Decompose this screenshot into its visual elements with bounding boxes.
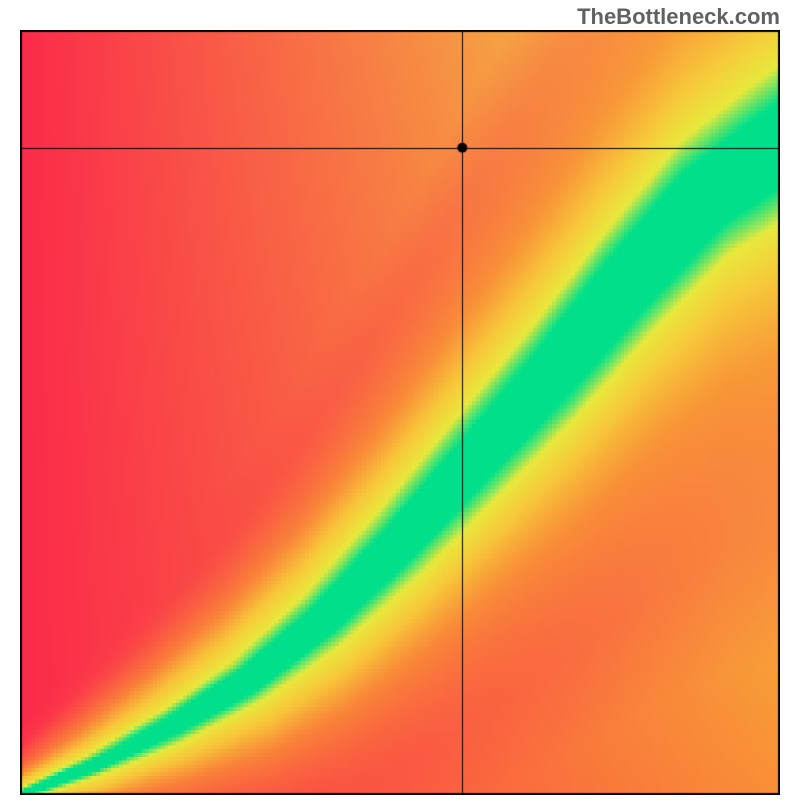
chart-container: TheBottleneck.com — [0, 0, 800, 800]
chart-overlay — [20, 30, 780, 795]
watermark-text: TheBottleneck.com — [577, 4, 780, 30]
